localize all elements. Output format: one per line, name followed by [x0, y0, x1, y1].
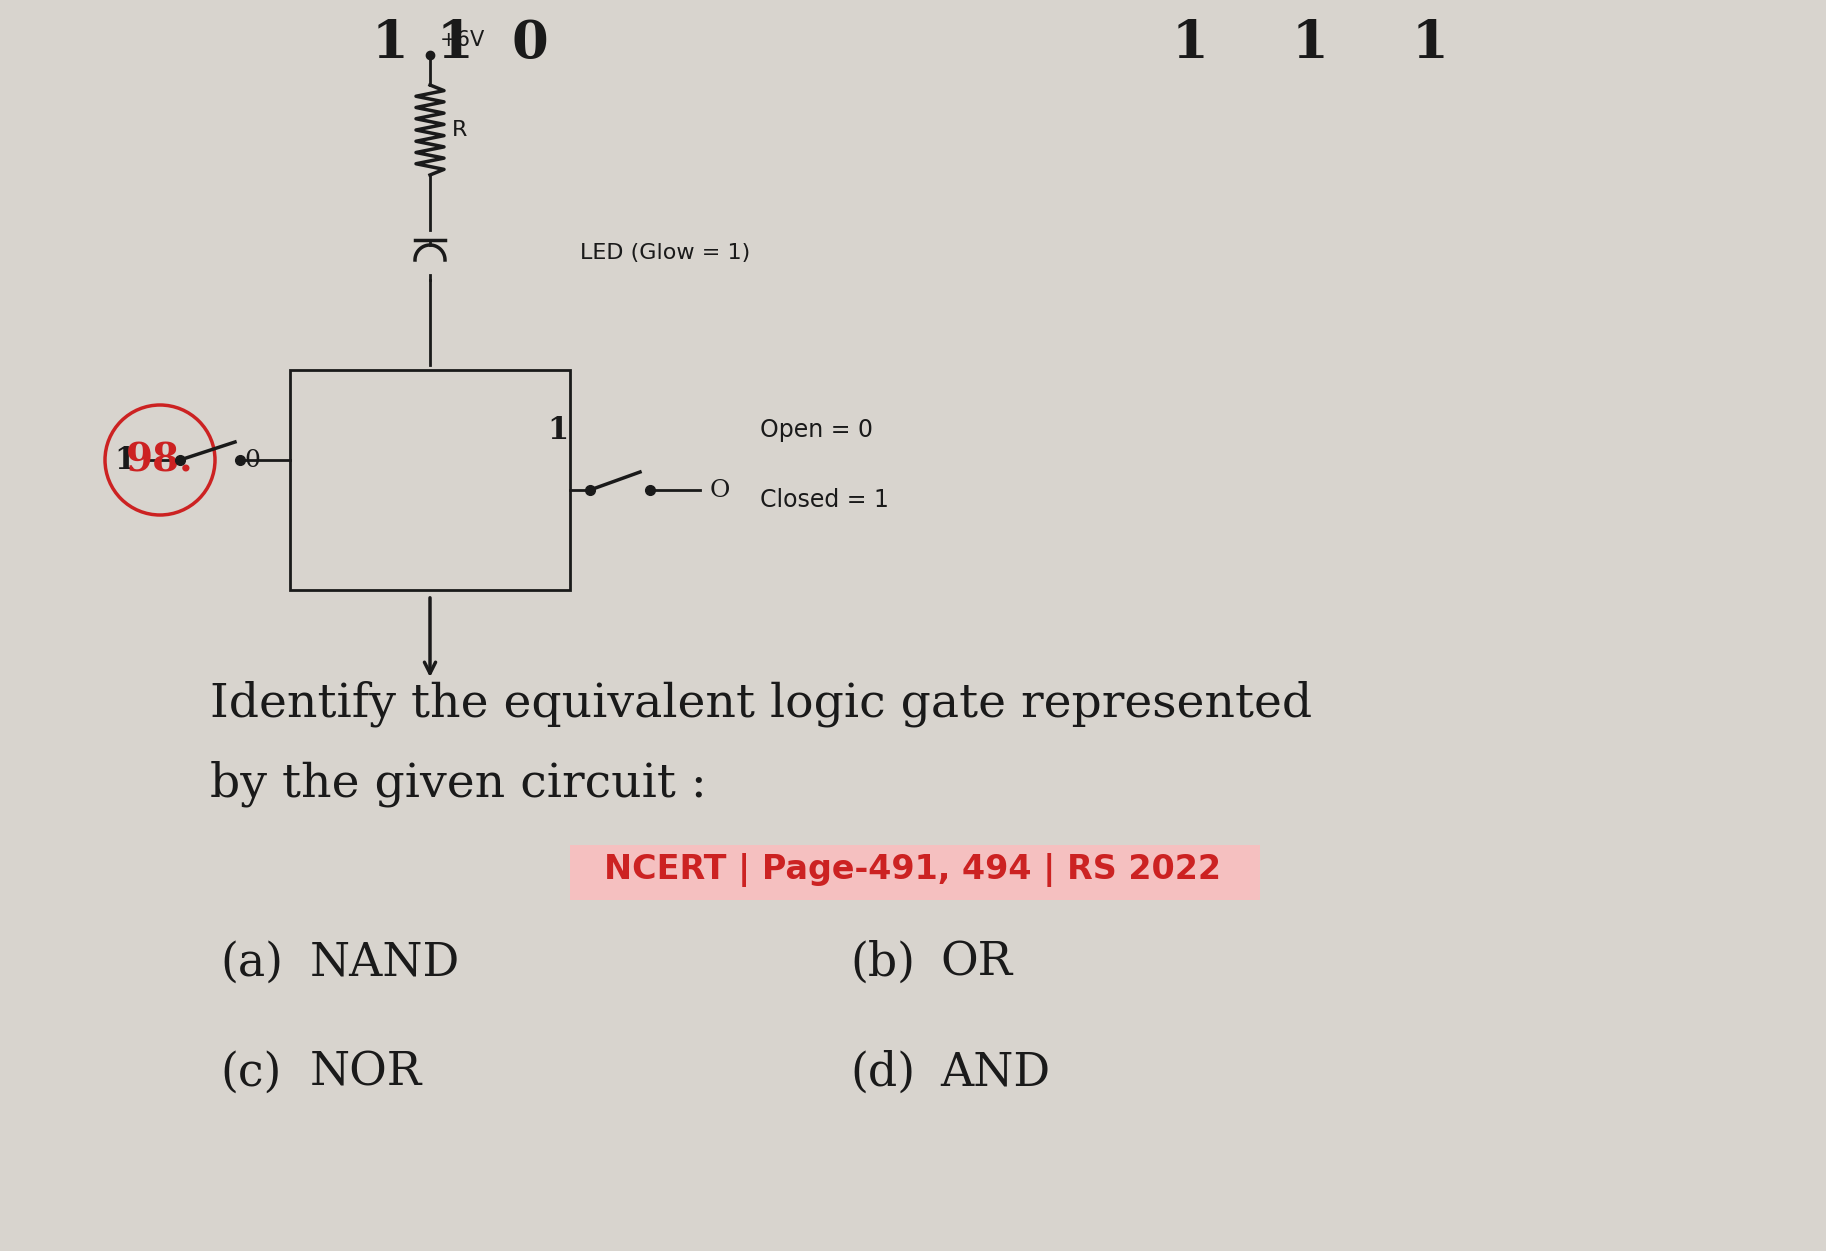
- Text: (c): (c): [219, 1050, 281, 1096]
- Text: 1: 1: [115, 444, 135, 475]
- Text: O: O: [710, 478, 730, 502]
- Text: 1: 1: [548, 414, 568, 445]
- Text: 1: 1: [373, 18, 409, 69]
- Text: Identify the equivalent logic gate represented: Identify the equivalent logic gate repre…: [210, 681, 1313, 727]
- Text: (a): (a): [219, 940, 283, 986]
- Text: 1: 1: [1411, 18, 1448, 69]
- Text: by the given circuit :: by the given circuit :: [210, 761, 707, 807]
- Text: 0: 0: [511, 18, 548, 69]
- Text: Closed = 1: Closed = 1: [760, 488, 889, 512]
- Text: NOR: NOR: [310, 1050, 422, 1096]
- Text: LED (Glow = 1): LED (Glow = 1): [581, 243, 750, 263]
- Text: Open = 0: Open = 0: [760, 418, 873, 442]
- Text: NAND: NAND: [310, 940, 460, 986]
- Text: 0: 0: [245, 449, 259, 472]
- Bar: [570, 844, 1260, 899]
- Text: 1: 1: [436, 18, 473, 69]
- Text: AND: AND: [940, 1050, 1050, 1096]
- Bar: [290, 370, 570, 590]
- Text: 98.: 98.: [126, 442, 194, 479]
- Text: OR: OR: [940, 940, 1012, 986]
- Text: (d): (d): [849, 1050, 915, 1096]
- Text: +6V: +6V: [440, 30, 486, 50]
- Text: R: R: [453, 120, 467, 140]
- Text: (b): (b): [849, 940, 915, 986]
- Text: 1: 1: [1291, 18, 1328, 69]
- Text: 1: 1: [1172, 18, 1209, 69]
- Text: NCERT | Page-491, 494 | RS 2022: NCERT | Page-491, 494 | RS 2022: [604, 853, 1222, 887]
